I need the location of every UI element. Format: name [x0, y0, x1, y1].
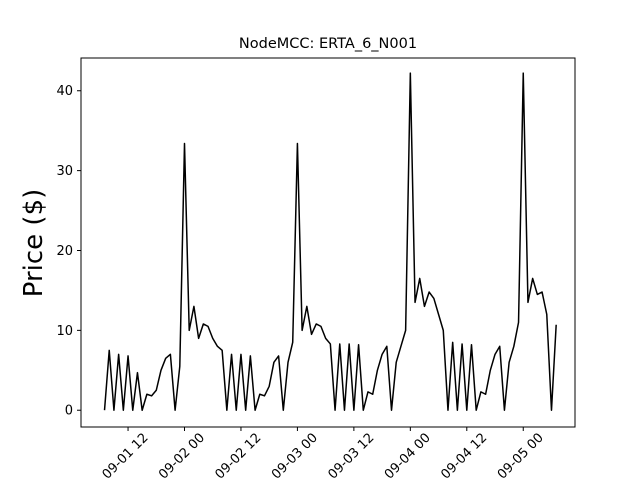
x-tick-label: 09-04 00	[382, 431, 434, 480]
y-tick-label: 40	[56, 84, 73, 99]
price-line	[103, 72, 557, 411]
x-tick-label: 09-02 00	[156, 431, 208, 480]
y-tick-label: 30	[56, 164, 73, 179]
y-tick-label: 10	[56, 324, 73, 339]
x-tick-label: 09-03 12	[325, 431, 377, 480]
x-tick-label: 09-01 12	[100, 431, 152, 480]
y-axis-label: Price ($)	[19, 189, 49, 298]
y-tick-label: 0	[65, 404, 73, 419]
x-tick-label: 09-04 12	[438, 431, 490, 480]
x-tick-label: 09-02 12	[213, 431, 265, 480]
plot-frame	[80, 57, 576, 428]
x-tick-label: 09-05 00	[495, 431, 547, 480]
x-tick-label: 09-03 00	[269, 431, 321, 480]
chart-title: NodeMCC: ERTA_6_N001	[239, 36, 417, 52]
y-tick-label: 20	[56, 244, 73, 259]
